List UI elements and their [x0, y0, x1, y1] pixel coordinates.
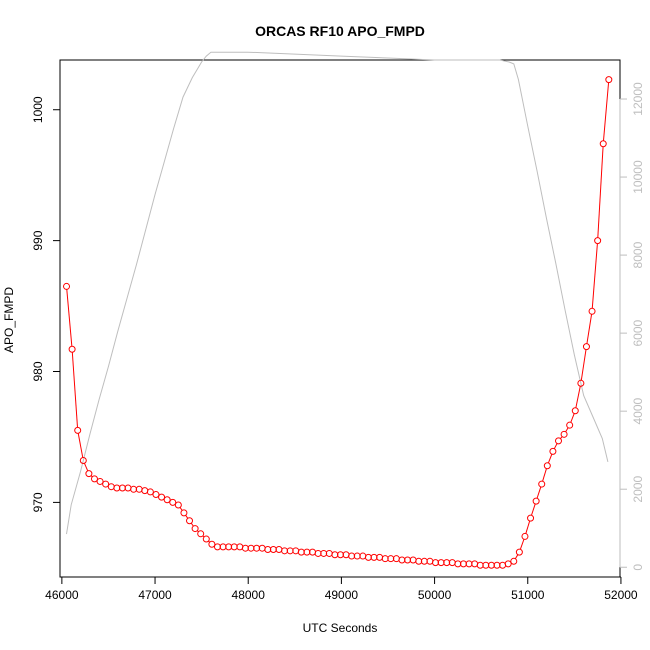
y-axis: 970 980 990 1000 [31, 96, 61, 512]
primary-series-point [510, 557, 518, 565]
y2-tick-label: 2000 [631, 476, 645, 503]
y-tick-label: 990 [31, 230, 45, 250]
primary-series-point [79, 457, 87, 465]
primary-series-point [68, 345, 76, 353]
primary-series-segment [553, 443, 558, 449]
primary-series-segment [84, 463, 89, 472]
primary-series-point [605, 76, 613, 84]
primary-series-point [527, 514, 535, 522]
primary-series-point [577, 379, 585, 387]
primary-series-point [186, 517, 194, 525]
primary-series-point [197, 530, 205, 538]
secondary-series-line [66, 51, 609, 535]
chart-title: ORCAS RF10 APO_FMPD [255, 23, 425, 39]
primary-series-point [96, 477, 104, 485]
primary-series-point [594, 237, 602, 245]
y2-tick-label: 8000 [631, 241, 645, 268]
primary-series-segment [190, 522, 194, 527]
primary-series-point [549, 447, 557, 455]
y2-tick-label: 4000 [631, 397, 645, 424]
x-tick-label: 52000 [604, 588, 638, 602]
primary-series-segment [525, 520, 531, 534]
primary-series-point [85, 470, 93, 478]
primary-series-point [532, 497, 540, 505]
primary-series-point [180, 509, 188, 517]
series-layer [63, 51, 613, 569]
y-axis-label: APO_FMPD [2, 287, 16, 353]
primary-series-segment [179, 507, 183, 511]
primary-series-point [158, 493, 166, 501]
primary-series-segment [580, 349, 587, 381]
primary-series-point [163, 496, 171, 504]
primary-series-point [102, 480, 110, 488]
x-tick-label: 50000 [418, 588, 452, 602]
primary-series-point [521, 532, 529, 540]
primary-series-point [202, 535, 210, 543]
primary-series-segment [519, 539, 525, 550]
x-axis: 46000 47000 48000 49000 50000 51000 52000 [45, 576, 638, 602]
primary-series-segment [77, 433, 84, 458]
primary-series-segment [71, 352, 78, 428]
y-tick-label: 970 [31, 492, 45, 512]
primary-series-point [74, 426, 82, 434]
primary-series-point [63, 282, 71, 290]
primary-series-segment [514, 554, 519, 559]
primary-series-point [566, 421, 574, 429]
primary-series-point [208, 540, 216, 548]
primary-series-point [599, 140, 607, 148]
primary-series-segment [66, 289, 73, 347]
primary-series-segment [597, 146, 604, 238]
y-tick-label: 1000 [31, 96, 45, 123]
y-tick-label: 980 [31, 361, 45, 381]
primary-series-point [152, 491, 160, 499]
primary-series-point [504, 560, 512, 568]
primary-series-segment [591, 243, 598, 309]
x-tick-label: 49000 [325, 588, 359, 602]
primary-series-point [582, 343, 590, 351]
primary-series-point [538, 480, 546, 488]
primary-series-point [555, 437, 562, 445]
x-tick-label: 46000 [45, 588, 79, 602]
primary-series-segment [586, 314, 593, 344]
primary-series-segment [575, 386, 581, 408]
primary-series-segment [565, 427, 569, 433]
primary-series-segment [602, 82, 610, 141]
y2-tick-label: 10000 [631, 160, 645, 194]
primary-series-point [560, 430, 568, 438]
primary-series-point [146, 488, 154, 496]
x-axis-label: UTC Seconds [303, 621, 378, 635]
y2-tick-label: 6000 [631, 319, 645, 346]
primary-series-segment [570, 413, 575, 423]
primary-series-point [191, 525, 199, 533]
primary-series-point [515, 548, 523, 556]
y2-tick-label: 12000 [631, 82, 645, 116]
primary-series-point [588, 307, 596, 315]
primary-series-point [174, 501, 182, 509]
primary-series-point [571, 407, 579, 415]
primary-series-point [169, 498, 177, 506]
primary-series-segment [185, 515, 189, 519]
primary-series-segment [531, 503, 536, 516]
x-tick-label: 48000 [232, 588, 266, 602]
primary-series-segment [536, 486, 542, 499]
primary-series-point [90, 475, 98, 483]
primary-series-segment [547, 453, 553, 464]
x-tick-label: 51000 [511, 588, 545, 602]
x-tick-label: 47000 [138, 588, 172, 602]
primary-series-point [543, 462, 551, 470]
y2-tick-label: 0 [631, 564, 645, 571]
y2-axis: 0 2000 4000 6000 8000 10000 12000 [619, 82, 645, 571]
primary-series-segment [542, 468, 547, 482]
